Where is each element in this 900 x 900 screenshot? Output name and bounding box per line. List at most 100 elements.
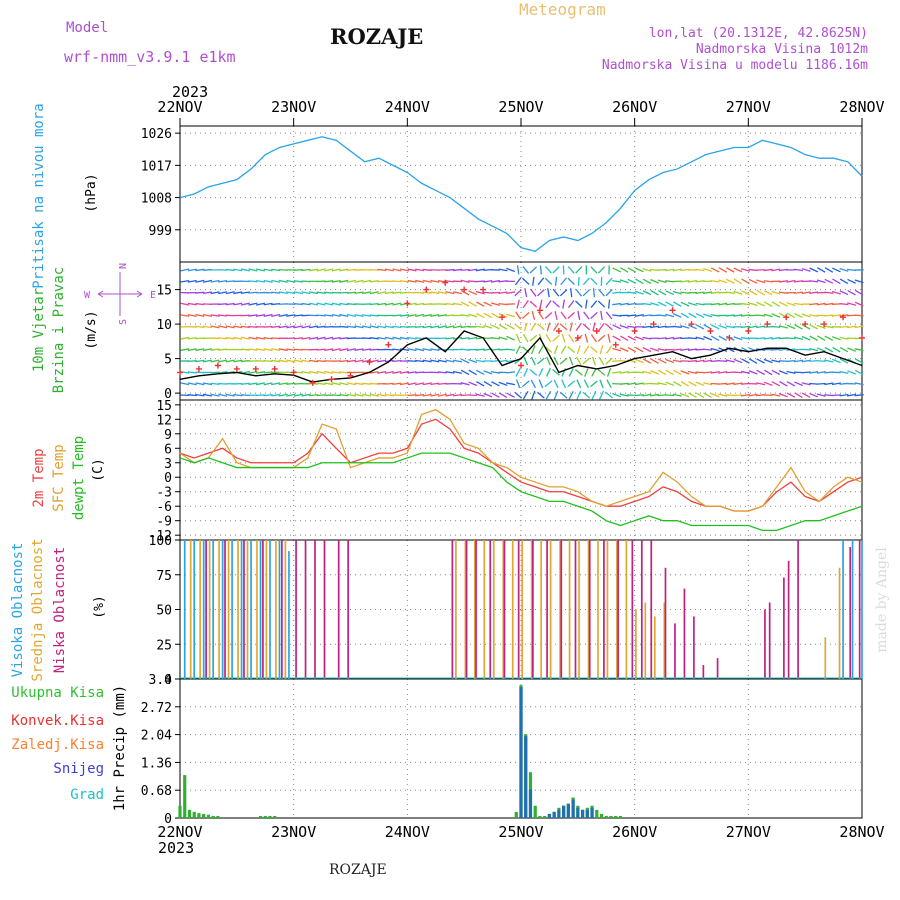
wind-arrow <box>263 348 273 352</box>
wind-gust-marker <box>669 307 676 314</box>
wind-arrow <box>771 301 781 307</box>
wind-arrow <box>286 382 296 385</box>
wind-arrow <box>530 288 537 297</box>
wind-arrow <box>377 325 387 329</box>
wind-arrow <box>422 382 432 386</box>
wind-arrow <box>331 371 341 374</box>
wind-gust-marker <box>518 362 524 369</box>
wind-arrow <box>248 348 258 351</box>
wind-gust-marker <box>745 328 752 334</box>
wind-arrow <box>286 359 296 363</box>
wind-arrow <box>225 268 235 272</box>
wind-arrow <box>605 323 613 331</box>
wind-arrow <box>590 346 598 354</box>
wind-arrow <box>680 268 690 272</box>
wind-arrow <box>627 302 637 306</box>
wind-arrow <box>248 382 258 386</box>
wind-arrow <box>599 379 604 389</box>
wind-arrow <box>392 314 402 317</box>
wind-arrow <box>180 268 190 272</box>
wind-arrow <box>475 325 485 329</box>
wind-arrow <box>567 380 576 388</box>
wind-arrow <box>468 313 478 318</box>
wind-arrow <box>255 314 266 317</box>
wind-arrow <box>650 278 659 284</box>
wind-arrow <box>725 314 735 317</box>
wind-arrow <box>642 382 652 385</box>
wind-arrow <box>271 359 281 363</box>
wind-arrow <box>786 324 796 330</box>
wind-arrow <box>634 371 644 374</box>
wind-arrow <box>422 291 432 294</box>
wind-arrow <box>437 371 447 374</box>
wind-arrow <box>255 336 266 340</box>
wind-arrow <box>430 291 440 295</box>
wind-arrow <box>809 392 819 398</box>
wind-arrow <box>437 393 447 397</box>
wind-arrow <box>559 391 568 399</box>
wind-arrow <box>407 394 417 397</box>
wind-arrow <box>817 267 826 273</box>
wind-arrow <box>612 392 622 398</box>
y-tick-label: 0 <box>164 387 172 402</box>
wind-arrow <box>582 357 591 365</box>
wind-arrow <box>710 347 720 352</box>
wind-arrow <box>415 382 425 386</box>
wind-arrow <box>233 336 243 340</box>
wind-gust-marker <box>593 328 600 334</box>
wind-arrow <box>778 393 788 398</box>
wind-arrow <box>339 348 349 352</box>
wind-arrow <box>847 370 857 375</box>
wind-arrow <box>801 313 811 318</box>
wind-arrow <box>195 371 205 374</box>
wind-arrow <box>793 268 804 272</box>
wind-arrow <box>718 382 728 385</box>
wind-arrow <box>650 358 659 364</box>
wind-arrow <box>620 335 629 342</box>
wind-arrow <box>452 268 463 272</box>
wind-arrow <box>809 314 819 317</box>
wind-arrow <box>437 359 447 363</box>
wind-arrow <box>369 348 379 351</box>
precip-legend-item: Ukupna Kisa <box>11 685 104 701</box>
wind-arrow <box>225 302 235 306</box>
wind-arrow <box>369 280 379 283</box>
wind-arrow <box>195 393 205 397</box>
wind-arrow <box>392 382 402 386</box>
wind-arrow <box>793 302 804 306</box>
wind-arrow <box>703 348 713 351</box>
wind-arrow <box>847 325 857 329</box>
wind-arrow <box>680 301 690 307</box>
year-label-bottom: 2023 <box>158 839 194 857</box>
precip-legend-item: Snijeg <box>53 761 104 777</box>
wind-arrow <box>839 268 849 272</box>
wind-arrow <box>415 313 425 318</box>
precip-bar-total <box>268 815 272 818</box>
precip-bar-snow <box>524 736 528 818</box>
wind-arrow <box>635 346 644 353</box>
wind-arrow <box>546 356 551 366</box>
wind-arrow <box>240 325 250 329</box>
precip-legend-item: Konvek.Kisa <box>11 713 104 729</box>
wind-arrow <box>605 277 613 286</box>
wind-arrow <box>377 280 387 283</box>
y-tick-label: 1026 <box>141 127 172 142</box>
wind-arrow <box>369 325 379 329</box>
wind-arrow <box>293 280 303 283</box>
wind-arrow <box>384 302 394 306</box>
wind-arrow <box>809 371 819 374</box>
wind-arrow <box>733 278 743 285</box>
wind-arrow <box>445 325 455 329</box>
wind-arrow <box>460 337 470 340</box>
wind-arrow <box>240 336 250 340</box>
wind-arrow <box>521 277 530 285</box>
wind-arrow <box>532 276 535 286</box>
wind-arrow <box>514 289 522 297</box>
wind-arrow <box>407 268 417 272</box>
precip-bar-total <box>599 813 604 818</box>
wind-arrow <box>831 314 841 317</box>
wind-arrow <box>255 279 266 283</box>
wind-gust-marker <box>612 341 619 348</box>
precip-bar-snow <box>562 805 566 818</box>
wind-arrow <box>688 381 697 387</box>
